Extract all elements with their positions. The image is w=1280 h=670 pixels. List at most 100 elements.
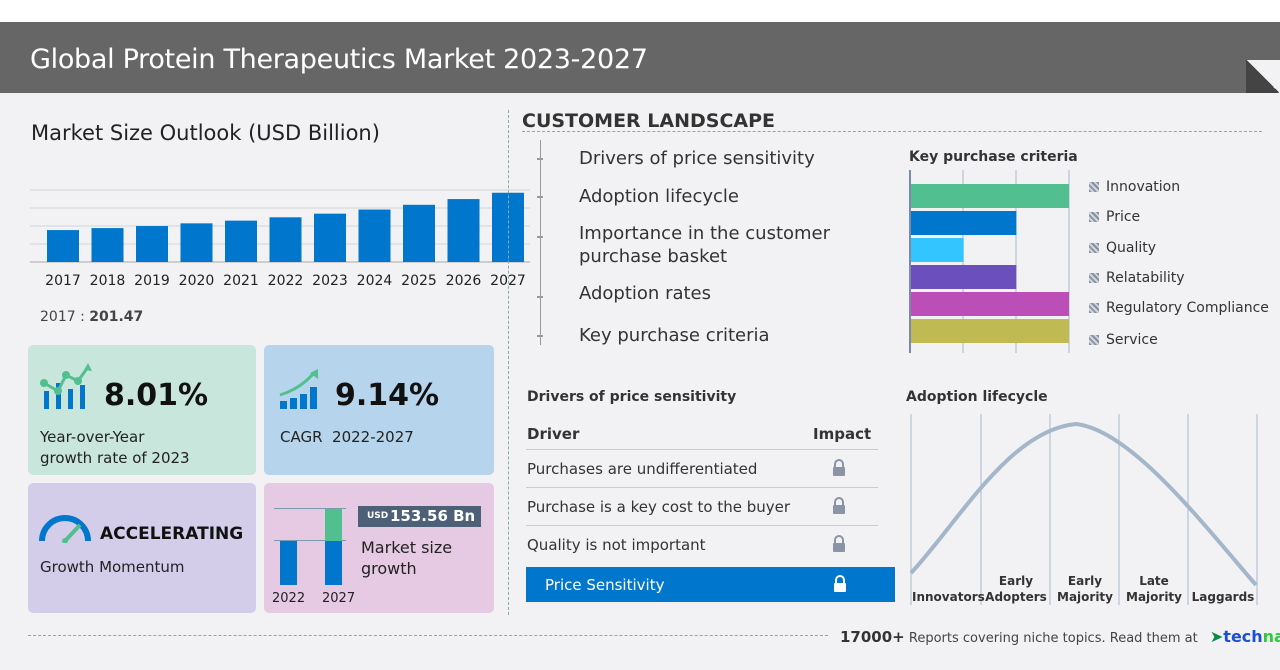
kpc-chart <box>909 170 1070 353</box>
adoption-curve <box>909 414 1258 605</box>
bar-2026 <box>447 199 480 262</box>
momentum-value: ACCELERATING <box>100 524 244 544</box>
stage-label: Laggards <box>1189 573 1257 605</box>
growth-value-badge: USD 153.56 Bn <box>358 506 481 527</box>
bar-2020 <box>180 223 213 262</box>
list-tick <box>537 296 543 298</box>
cagr-card: 9.14% CAGR 2022-2027 <box>264 345 494 475</box>
legend-item: Service <box>1089 332 1158 348</box>
market-size-title: Market Size Outlook (USD Billion) <box>31 121 380 145</box>
legend-swatch-icon <box>1089 212 1099 222</box>
year-label: 2020 <box>178 273 215 289</box>
legend-item: Relatability <box>1089 270 1185 286</box>
driver-text: Purchases are undifferentiated <box>527 460 758 478</box>
year-label: 2018 <box>89 273 126 289</box>
yoy-card: 8.01% Year-over-Year growth rate of 2023 <box>28 345 256 475</box>
footer-line <box>28 635 828 636</box>
title-underline <box>522 131 1262 132</box>
legend-item: Innovation <box>1089 179 1180 195</box>
legend-label: Innovation <box>1106 179 1181 195</box>
legend-label: Service <box>1106 332 1158 348</box>
divider <box>508 110 509 615</box>
legend-swatch-icon <box>1089 182 1099 192</box>
yoy-label-line1: Year-over-Year <box>40 428 145 446</box>
legend-item: Regulatory Compliance <box>1089 300 1269 316</box>
year-label: 2025 <box>401 273 437 289</box>
legend-label: Relatability <box>1106 270 1185 286</box>
momentum-card: ACCELERATING Growth Momentum <box>28 483 256 613</box>
base-year-label: 2017 : <box>40 309 85 325</box>
legend-label: Regulatory Compliance <box>1106 300 1269 316</box>
list-tick <box>537 196 543 198</box>
stage-line2: Laggards <box>1191 590 1255 604</box>
bar-2024 <box>358 209 391 262</box>
kpc-bar-quality <box>911 238 964 262</box>
bar-2017 <box>47 230 79 262</box>
adoption-title: Adoption lifecycle <box>906 389 1048 405</box>
year-end: 2027 <box>322 591 356 606</box>
growth-label-line2: growth <box>361 559 417 578</box>
report-count: 17000+ <box>840 628 905 646</box>
table-row: Purchases are undifferentiated <box>526 450 878 488</box>
bar-2019 <box>136 226 168 262</box>
yoy-label-line2: growth rate of 2023 <box>40 449 190 467</box>
bar-2018 <box>91 228 124 262</box>
bar-2027 <box>325 541 342 585</box>
bar-2023 <box>314 213 346 262</box>
drivers-title: Drivers of price sensitivity <box>527 389 737 405</box>
year-label: 2022 <box>267 273 304 289</box>
yoy-label: Year-over-Year growth rate of 2023 <box>40 427 190 469</box>
customer-landscape-title: CUSTOMER LANDSCAPE <box>522 110 776 132</box>
momentum-label: Growth Momentum <box>40 558 185 576</box>
legend-label: Quality <box>1106 240 1157 256</box>
bar-2027-increment <box>325 509 342 541</box>
yoy-value: 8.01% <box>104 378 209 413</box>
footer-text: Reports covering niche topics. Read them… <box>908 631 1198 646</box>
lock-icon <box>833 459 845 476</box>
stage-label: Innovators <box>912 573 985 605</box>
stage-label: Early Adopters <box>982 573 1050 605</box>
growth-chart-icon <box>40 363 92 409</box>
col-impact: Impact <box>813 425 872 443</box>
list-tick <box>537 158 543 160</box>
legend-swatch-icon <box>1089 335 1099 345</box>
table-row: Quality is not important <box>526 526 878 564</box>
landscape-item: Drivers of price sensitivity <box>579 148 815 169</box>
driver-text: Purchase is a key cost to the buyer <box>527 498 791 516</box>
year-label: 2026 <box>445 273 482 289</box>
landscape-item: purchase basket <box>579 246 728 267</box>
stage-line1 <box>912 573 980 589</box>
legend-swatch-icon <box>1089 243 1099 253</box>
stage-line1: Early <box>1067 574 1103 588</box>
cagr-value: 9.14% <box>335 378 440 413</box>
lock-icon <box>833 497 845 514</box>
year-label: 2024 <box>356 273 393 289</box>
logo-arrow-icon: ➤ <box>1209 627 1224 646</box>
logo-part: tech <box>1223 627 1263 646</box>
bar-2022 <box>269 217 302 262</box>
market-growth-card: 2022 2027 USD 153.56 Bn Market size growt… <box>264 483 494 613</box>
lock-icon <box>834 575 846 592</box>
grid-line <box>274 508 346 509</box>
landscape-item: Key purchase criteria <box>579 325 770 346</box>
bar-2021 <box>225 220 257 262</box>
driver-text: Quality is not important <box>527 536 706 554</box>
grid-line <box>274 540 346 541</box>
base-year-readout: 2017 : 201.47 <box>40 309 143 325</box>
top-strip <box>0 0 1280 22</box>
year-label: 2019 <box>134 273 170 289</box>
bar-2025 <box>403 204 435 262</box>
kpc-bar-regulatory-compliance <box>911 292 1069 316</box>
kpc-bar-innovation <box>911 184 1069 208</box>
landscape-item: Adoption rates <box>579 283 712 304</box>
cagr-label: CAGR 2022-2027 <box>280 428 414 446</box>
speedometer-icon <box>39 515 91 543</box>
growth-label: Market size growth <box>361 537 452 579</box>
legend-swatch-icon <box>1089 273 1099 283</box>
technavio-logo[interactable]: ➤technavio <box>1210 627 1280 646</box>
list-tick <box>537 335 543 337</box>
legend-item: Quality <box>1089 240 1156 256</box>
header-banner: Global Protein Therapeutics Market 2023-… <box>0 22 1280 93</box>
page-title: Global Protein Therapeutics Market 2023-… <box>30 44 648 75</box>
highlight-text: Price Sensitivity <box>545 576 665 594</box>
